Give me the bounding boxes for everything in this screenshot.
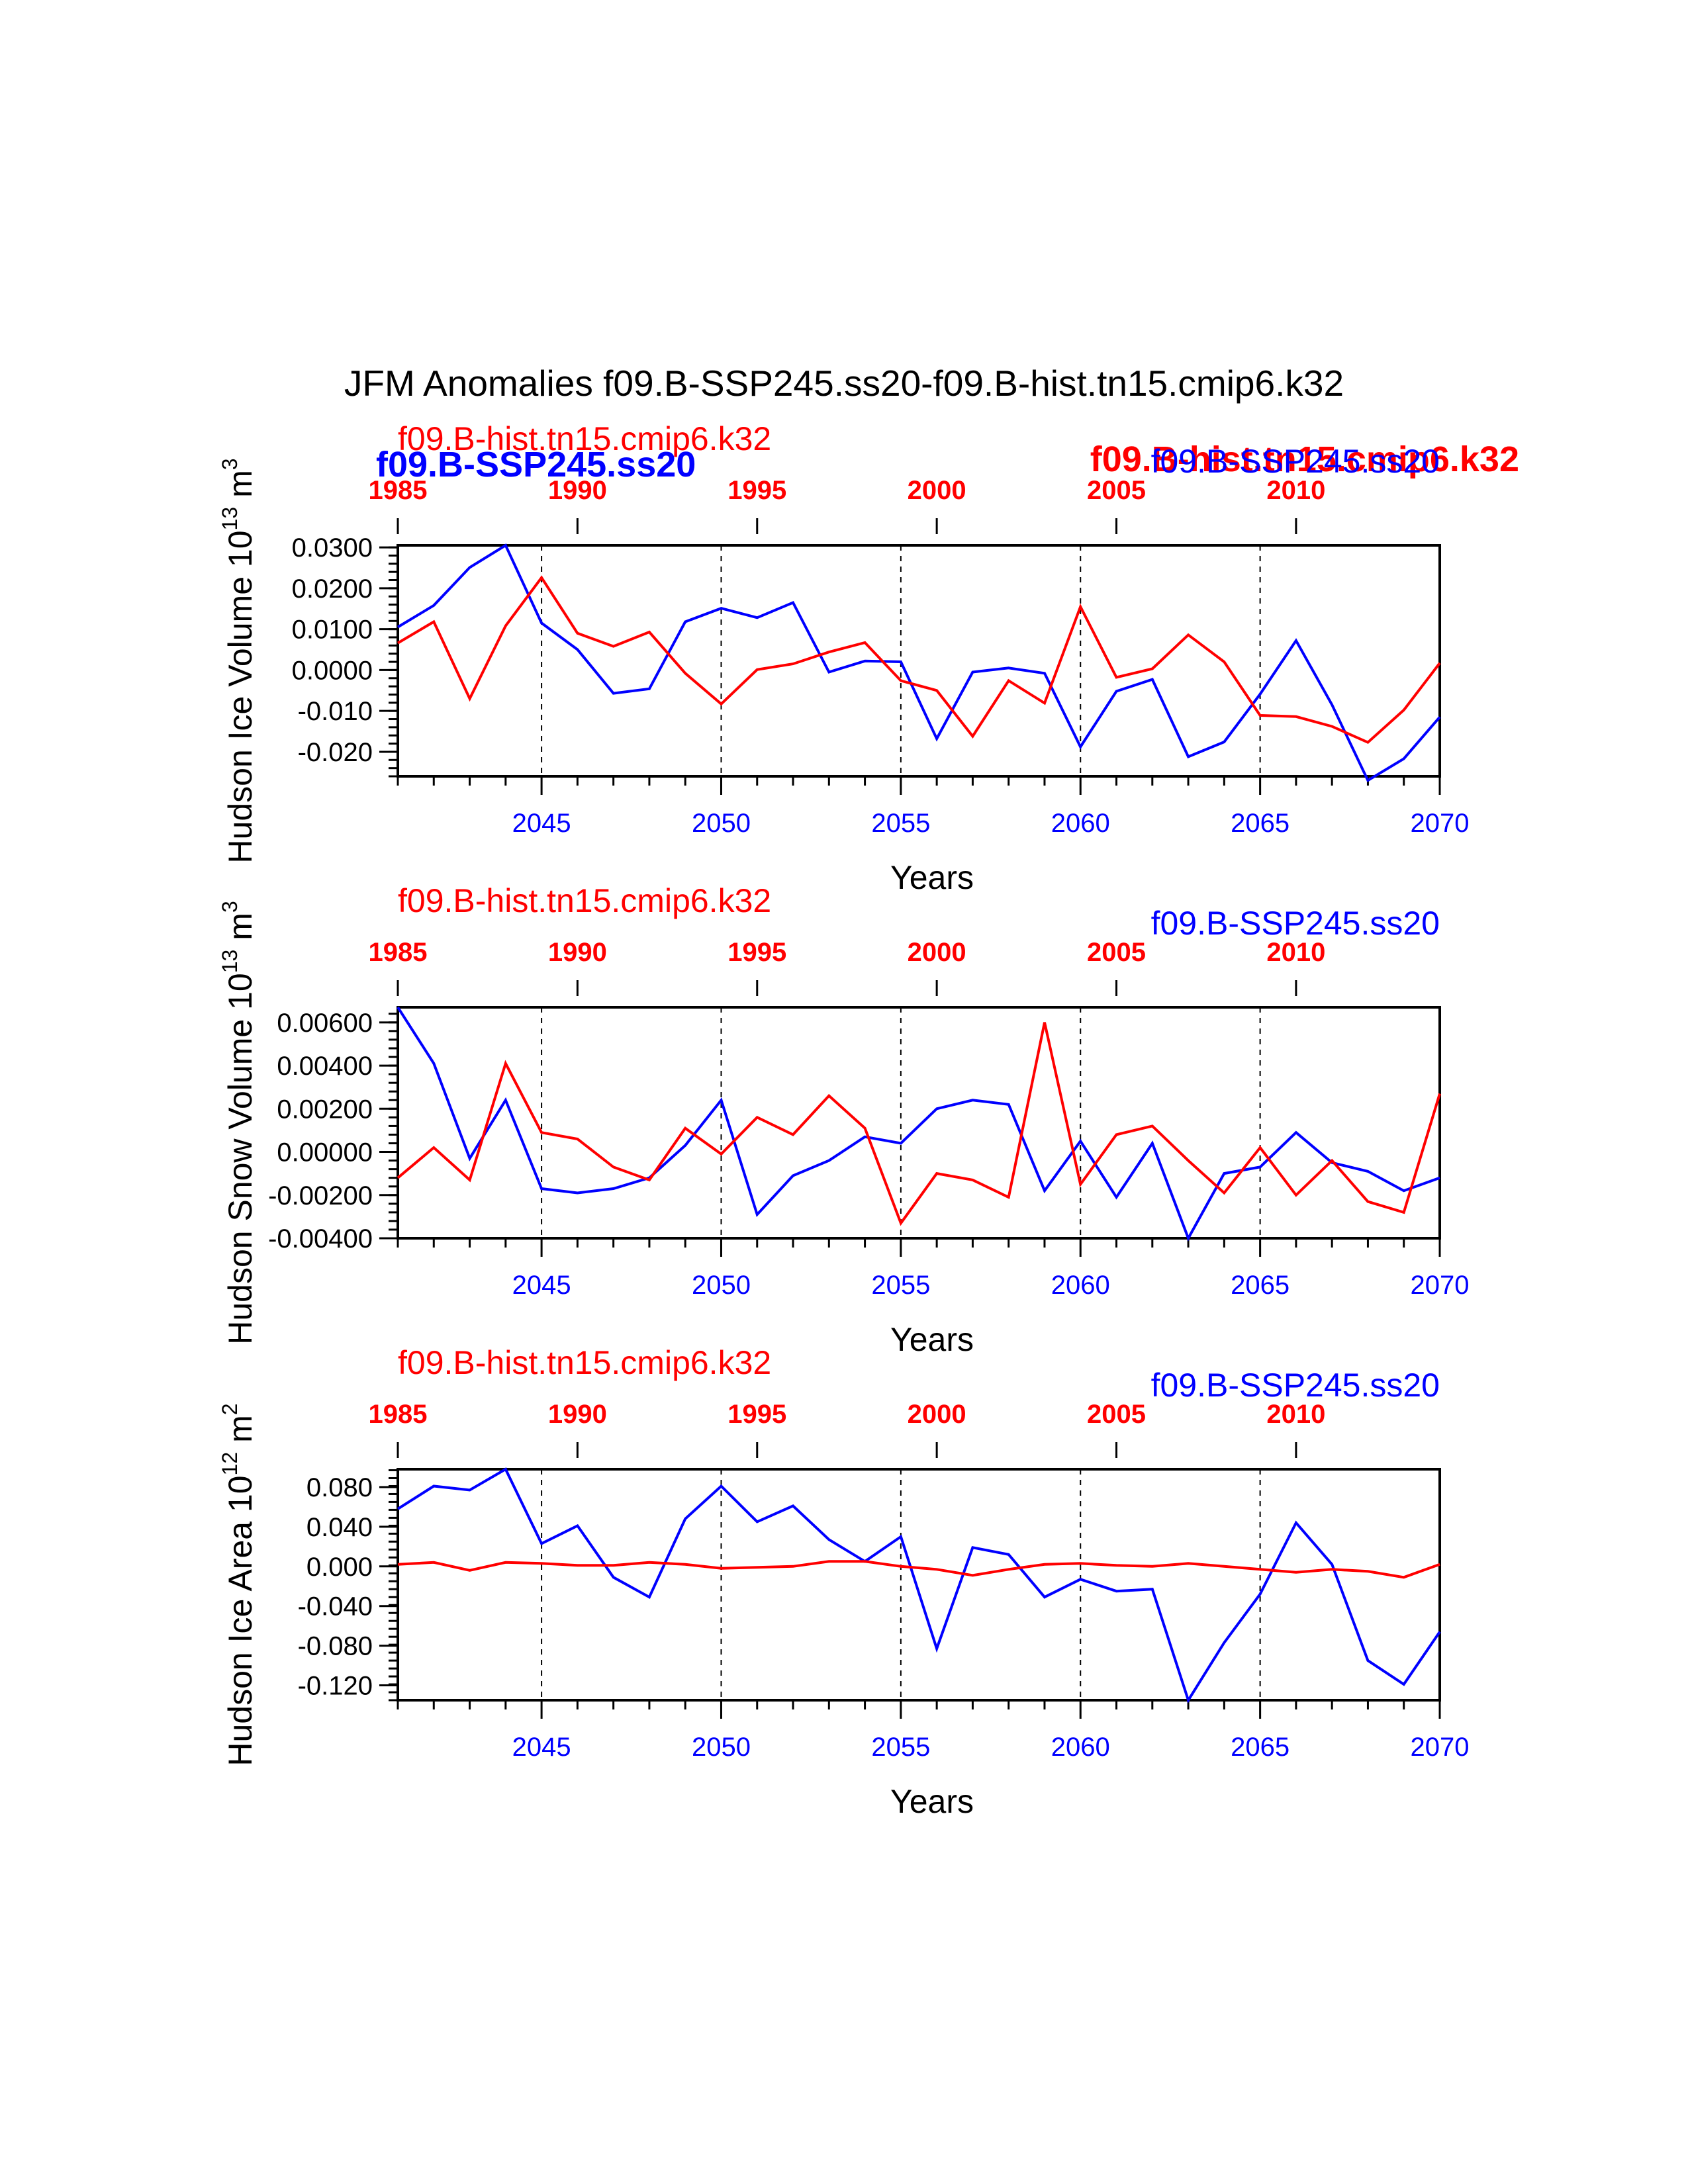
x-tick-label-top: 1985 <box>369 476 428 505</box>
plot-frame <box>397 544 1441 778</box>
y-axis-label-ylabel-unit: m <box>222 470 259 498</box>
y-axis-label-ylabel: Hudson Ice Area 10 <box>222 1475 259 1766</box>
y-tick-label: -0.00200 <box>268 1181 373 1210</box>
series-line-hist <box>397 575 1441 745</box>
x-tick-label-bottom: 2070 <box>1411 809 1470 838</box>
x-axis-label: Years <box>890 1321 974 1358</box>
overlay-hist-label: f09.B-hist.tn15.cmip6.k32 <box>1090 439 1519 479</box>
y-axis-label: Hudson Snow Volume 1013 m3 <box>218 901 259 1345</box>
y-axis-label: Hudson Ice Area 1012 m2 <box>218 1403 259 1766</box>
y-tick-label: 0.0200 <box>292 574 373 604</box>
y-tick-label: 0.00200 <box>277 1095 373 1124</box>
x-tick-label-bottom: 2060 <box>1051 1733 1110 1762</box>
series-line-hist <box>397 1560 1440 1579</box>
series-label-ssp: f09.B-SSP245.ss20 <box>1151 443 1440 480</box>
x-tick-label-top: 1990 <box>548 1400 607 1429</box>
y-tick-label: -0.00400 <box>268 1224 373 1253</box>
y-tick-label: 0.0300 <box>292 533 373 563</box>
series-line-hist <box>397 1022 1441 1226</box>
y-tick-label: 0.080 <box>306 1473 373 1502</box>
chart-panel-1: 2045 2050 2055 2060 2065 2070 1985 1990 1995 2000… <box>218 420 1469 896</box>
x-tick-label-bottom: 2055 <box>871 809 930 838</box>
y-tick-label: 0.0100 <box>292 615 373 645</box>
x-tick-label-top: 2010 <box>1266 476 1325 505</box>
x-tick-label-bottom: 2065 <box>1231 1733 1289 1762</box>
y-tick-label: -0.120 <box>298 1672 373 1701</box>
y-axis-label-ylabel-unit: m <box>222 913 259 940</box>
x-tick-label-top: 2000 <box>908 1400 966 1429</box>
y-axis-label-ylabel-unit-exp: 2 <box>218 1403 242 1415</box>
x-tick-label-bottom: 2055 <box>871 1733 930 1762</box>
series-line-ssp <box>397 1467 1441 1704</box>
x-tick-label-bottom: 2050 <box>692 809 751 838</box>
chart-panel-3: 2045 2050 2055 2060 2065 2070 1985 1990 1995 2000… <box>218 1344 1469 1820</box>
y-axis-label-ylabel: Hudson Snow Volume 10 <box>222 973 259 1344</box>
y-axis-label-ylabel-unit: m <box>222 1415 259 1443</box>
y-tick-label: -0.040 <box>298 1592 373 1621</box>
x-tick-label-top: 2005 <box>1087 476 1146 505</box>
x-tick-label-top: 2000 <box>908 938 966 967</box>
y-tick-label: -0.010 <box>298 697 373 726</box>
x-tick-label-bottom: 2050 <box>692 1271 751 1300</box>
y-axis-label-ylabel: Hudson Ice Volume 10 <box>222 530 259 863</box>
x-tick-label-bottom: 2060 <box>1051 1271 1110 1300</box>
x-tick-label-bottom: 2045 <box>512 1733 571 1762</box>
y-axis-label-ylabel-exp: 13 <box>218 950 242 974</box>
y-axis-label-ylabel-unit-exp: 3 <box>218 901 242 913</box>
x-axis-label: Years <box>890 1783 974 1820</box>
y-axis-label-ylabel-unit-exp: 3 <box>218 458 242 470</box>
series-label-ssp: f09.B-SSP245.ss20 <box>1151 1367 1440 1404</box>
plot-frame <box>397 1468 1441 1702</box>
chart-panel-2: 2045 2050 2055 2060 2065 2070 1985 1990 1995 2000… <box>218 882 1469 1358</box>
x-tick-label-top: 1990 <box>548 938 607 967</box>
x-tick-label-top: 2005 <box>1087 1400 1146 1429</box>
y-tick-label: 0.00600 <box>277 1009 373 1038</box>
y-tick-label: 0.0000 <box>292 656 373 685</box>
x-tick-label-top: 1995 <box>727 1400 786 1429</box>
x-tick-label-bottom: 2050 <box>692 1733 751 1762</box>
y-tick-label: -0.080 <box>298 1632 373 1661</box>
x-tick-label-top: 2010 <box>1266 1400 1325 1429</box>
chart-panels: 2045 2050 2055 2060 2065 2070 1985 1990 1995 2000… <box>218 420 1469 1820</box>
y-axis-label-ylabel-exp: 12 <box>218 1452 242 1476</box>
series-line-ssp <box>397 1006 1440 1242</box>
x-tick-label-top: 1990 <box>548 476 607 505</box>
series-line-ssp <box>397 543 1441 783</box>
series-label-hist: f09.B-hist.tn15.cmip6.k32 <box>398 420 771 457</box>
series-label-hist: f09.B-hist.tn15.cmip6.k32 <box>398 882 771 919</box>
y-axis-label-ylabel-exp: 13 <box>218 507 242 531</box>
x-tick-label-bottom: 2065 <box>1231 809 1289 838</box>
y-tick-label: -0.020 <box>298 738 373 767</box>
x-axis-label: Years <box>890 859 974 896</box>
x-tick-label-top: 2000 <box>908 476 966 505</box>
x-tick-label-top: 1995 <box>727 476 786 505</box>
x-tick-label-bottom: 2055 <box>871 1271 930 1300</box>
x-tick-label-top: 1985 <box>369 1400 428 1429</box>
series-label-ssp: f09.B-SSP245.ss20 <box>1151 905 1440 942</box>
x-tick-label-top: 2005 <box>1087 938 1146 967</box>
y-tick-label: 0.000 <box>306 1553 373 1582</box>
x-tick-label-bottom: 2070 <box>1411 1733 1470 1762</box>
x-tick-label-bottom: 2060 <box>1051 809 1110 838</box>
y-axis-label: Hudson Ice Volume 1013 m3 <box>218 458 259 863</box>
y-tick-label: 0.00400 <box>277 1052 373 1081</box>
figure-title: JFM Anomalies f09.B-SSP245.ss20-f09.B-hi… <box>344 363 1344 404</box>
x-tick-label-bottom: 2045 <box>512 1271 571 1300</box>
x-tick-label-bottom: 2065 <box>1231 1271 1289 1300</box>
x-tick-label-bottom: 2070 <box>1411 1271 1470 1300</box>
x-tick-label-bottom: 2045 <box>512 809 571 838</box>
x-tick-label-top: 2010 <box>1266 938 1325 967</box>
series-label-hist: f09.B-hist.tn15.cmip6.k32 <box>398 1344 771 1381</box>
plot-frame <box>397 1006 1441 1240</box>
x-tick-label-top: 1985 <box>369 938 428 967</box>
overlay-ssp-label: f09.B-SSP245.ss20 <box>376 445 696 484</box>
y-tick-label: 0.040 <box>306 1513 373 1542</box>
x-tick-label-top: 1995 <box>727 938 786 967</box>
y-tick-label: 0.00000 <box>277 1138 373 1167</box>
